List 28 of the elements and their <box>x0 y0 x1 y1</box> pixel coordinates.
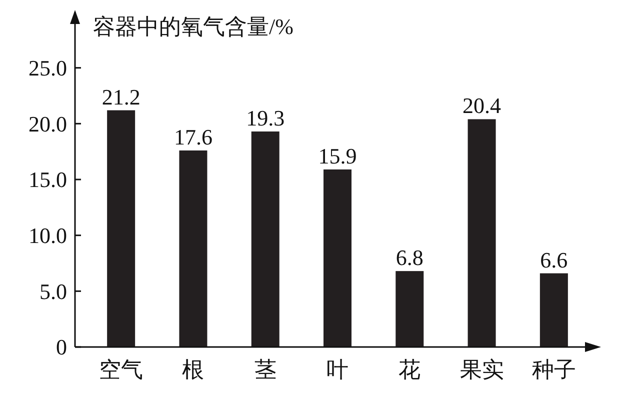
x-tick-label: 空气 <box>99 357 144 382</box>
data-label: 20.4 <box>462 93 502 118</box>
y-tick-label: 10.0 <box>28 223 67 248</box>
data-label: 17.6 <box>174 124 212 150</box>
x-tick-label: 花 <box>398 357 421 382</box>
x-tick-label: 果实 <box>460 357 504 382</box>
y-tick-label: 15.0 <box>28 167 67 192</box>
bar <box>179 150 208 347</box>
data-label: 19.3 <box>246 105 285 130</box>
bar <box>251 131 280 347</box>
x-tick-label: 种子 <box>532 357 576 382</box>
bar <box>540 273 568 347</box>
bar <box>324 169 352 347</box>
x-tick-label: 叶 <box>326 357 348 382</box>
y-tick-label: 20.0 <box>28 111 67 136</box>
y-tick-label: 25.0 <box>28 56 67 81</box>
bar <box>468 119 496 347</box>
data-label: 6.6 <box>540 247 568 272</box>
data-label: 6.8 <box>396 245 424 270</box>
y-axis-title: 容器中的氧气含量/% <box>93 14 294 39</box>
data-label: 21.2 <box>102 84 140 110</box>
bar <box>396 271 424 347</box>
data-label: 15.9 <box>318 143 357 168</box>
x-tick-label: 根 <box>182 357 204 382</box>
y-tick-label: 5.0 <box>40 278 67 304</box>
y-tick-label: 0 <box>56 334 67 360</box>
x-tick-label: 茎 <box>254 357 276 382</box>
bar <box>107 110 136 347</box>
